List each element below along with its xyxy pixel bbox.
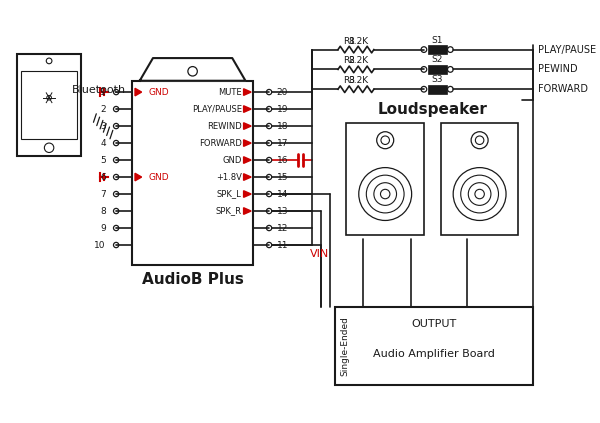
Bar — [428, 85, 446, 94]
Bar — [21, 71, 77, 139]
Text: 14: 14 — [277, 190, 288, 198]
Polygon shape — [244, 123, 251, 129]
Text: R3: R3 — [343, 76, 355, 85]
Text: 8.2K: 8.2K — [349, 36, 369, 46]
Text: 19: 19 — [277, 104, 288, 113]
Polygon shape — [135, 173, 142, 181]
Bar — [17, 54, 81, 156]
Text: 17: 17 — [277, 139, 288, 148]
Text: 2: 2 — [100, 104, 106, 113]
Polygon shape — [244, 174, 251, 180]
Text: R1: R1 — [343, 36, 355, 46]
Text: GND: GND — [223, 156, 242, 165]
Text: MUTE: MUTE — [218, 88, 242, 96]
Bar — [441, 123, 518, 235]
Polygon shape — [135, 88, 142, 96]
Text: 13: 13 — [277, 206, 288, 216]
Text: 20: 20 — [277, 88, 288, 96]
Bar — [428, 65, 446, 74]
Text: 5: 5 — [100, 156, 106, 165]
Text: S2: S2 — [431, 55, 443, 64]
Bar — [132, 81, 253, 265]
Text: PEWIND: PEWIND — [538, 64, 578, 74]
Text: 6: 6 — [100, 173, 106, 181]
Text: 15: 15 — [277, 173, 288, 181]
Polygon shape — [244, 89, 251, 95]
Text: Single-Ended: Single-Ended — [340, 316, 349, 376]
Text: 12: 12 — [277, 223, 288, 233]
Text: FORWARD: FORWARD — [199, 139, 242, 148]
Text: REWIND: REWIND — [207, 121, 242, 131]
Text: PLAY/PAUSE: PLAY/PAUSE — [538, 44, 596, 55]
Text: 8.2K: 8.2K — [349, 76, 369, 85]
Text: OUTPUT: OUTPUT — [412, 319, 457, 330]
Polygon shape — [140, 58, 245, 81]
Text: 16: 16 — [277, 156, 288, 165]
Text: R2: R2 — [343, 56, 355, 66]
Text: PLAY/PAUSE: PLAY/PAUSE — [191, 104, 242, 113]
Text: Bluetooth: Bluetooth — [72, 85, 126, 95]
Text: GND: GND — [148, 173, 169, 181]
Polygon shape — [244, 140, 251, 146]
Text: +1.8V: +1.8V — [216, 173, 242, 181]
Text: GND: GND — [148, 88, 169, 96]
Text: 11: 11 — [277, 241, 288, 250]
Text: VIN: VIN — [310, 250, 329, 259]
Text: AudioB Plus: AudioB Plus — [142, 272, 244, 288]
Text: 9: 9 — [100, 223, 106, 233]
Text: 8: 8 — [100, 206, 106, 216]
Bar — [346, 123, 424, 235]
Text: 1: 1 — [100, 88, 106, 96]
Text: FORWARD: FORWARD — [538, 84, 588, 94]
Text: S3: S3 — [431, 75, 443, 84]
Text: 7: 7 — [100, 190, 106, 198]
Polygon shape — [244, 191, 251, 198]
Text: Loudspeaker: Loudspeaker — [377, 102, 487, 117]
Text: SPK_L: SPK_L — [217, 190, 242, 198]
Text: Audio Amplifier Board: Audio Amplifier Board — [373, 349, 495, 359]
Polygon shape — [244, 157, 251, 163]
Text: 4: 4 — [100, 139, 106, 148]
Text: S1: S1 — [431, 36, 443, 45]
Polygon shape — [244, 208, 251, 214]
Text: 8.2K: 8.2K — [349, 56, 369, 66]
Bar — [335, 308, 533, 385]
Bar — [428, 45, 446, 54]
Text: 18: 18 — [277, 121, 288, 131]
Text: SPK_R: SPK_R — [215, 206, 242, 216]
Text: 10: 10 — [94, 241, 106, 250]
Text: 3: 3 — [100, 121, 106, 131]
Polygon shape — [244, 106, 251, 113]
